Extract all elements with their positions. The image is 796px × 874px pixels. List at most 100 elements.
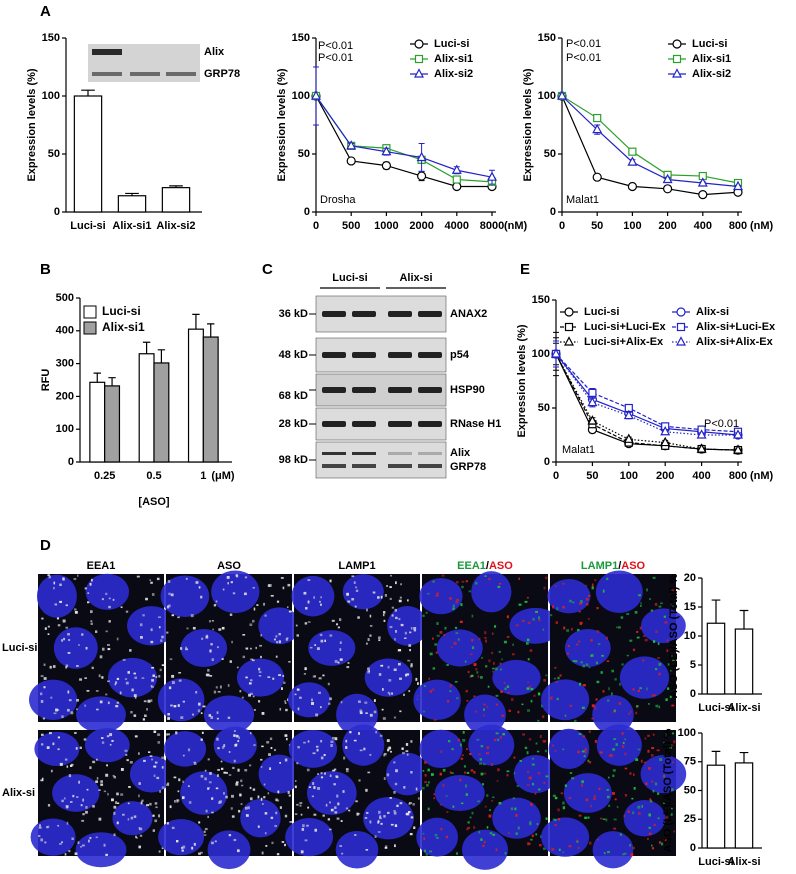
speckle [82,813,85,816]
speckle [533,694,536,697]
speckle [524,746,528,750]
speckle [532,617,535,621]
speckle [106,644,110,646]
legend-marker [564,336,574,346]
speckle [559,674,562,677]
speckle [398,599,402,603]
marker [551,348,561,358]
speckle [150,628,153,632]
speckle [280,687,283,690]
speckle [581,750,585,753]
speckle [135,835,137,839]
speckle [299,696,302,699]
series-line [315,95,493,183]
speckle [429,690,432,693]
speckle [287,790,290,794]
speckle [220,767,224,770]
nucleus [640,608,686,644]
nucleus [75,832,127,868]
speckle [662,774,665,778]
speckle [623,852,627,855]
speckle [181,796,185,800]
speckle [409,649,411,652]
speckle [657,657,661,659]
speckle [427,592,430,595]
speckle [353,581,356,584]
speckle [394,608,398,612]
speckle [482,783,485,786]
speckle [336,623,338,626]
speckle [284,702,287,704]
blot-protein: p54 [450,349,470,361]
speckle [354,834,357,836]
speckle [647,837,649,841]
speckle [267,584,271,587]
speckle [591,654,594,657]
speckle [652,789,655,793]
speckle [648,813,651,817]
speckle [40,675,44,677]
speckle [410,665,413,668]
annotation: Drosha [320,194,356,206]
speckle [495,694,499,697]
speckle [663,615,666,618]
speckle [169,658,173,661]
row-label: Luci-si [2,642,37,654]
band [418,464,442,468]
speckle [658,605,662,608]
band [388,387,412,393]
speckle [632,811,635,815]
speckle [285,708,288,712]
speckle [466,771,470,775]
speckle [100,783,104,786]
title-part: / [618,560,621,572]
speckle [167,605,169,608]
speckle [529,820,532,824]
legend-label: Luci-si [102,304,141,318]
y-axis-label: ASO (EE)/ASO (Total) % [668,574,680,699]
speckle [465,580,469,583]
annotation: Malat1 [566,194,599,206]
nucleus [258,607,301,645]
speckle [209,675,213,677]
bar [89,381,106,463]
y-tick-label: 50 [48,148,60,160]
speckle [107,680,110,683]
speckle [602,589,605,593]
speckle [43,677,47,680]
speckle [294,693,297,696]
speckle [133,714,137,717]
speckle [288,610,292,613]
title-part: EEA1 [87,560,116,572]
speckle [538,788,541,791]
speckle [204,828,208,831]
nucleus [419,578,463,615]
series-line [555,353,739,433]
speckle [455,581,459,584]
speckle [626,654,629,657]
speckle [427,781,430,784]
band [352,311,376,317]
speckle [607,850,610,854]
speckle [209,772,212,775]
speckle [257,825,260,828]
speckle [651,747,655,750]
speckle [158,850,161,853]
speckle [660,842,664,846]
blot-marker: 68 kD [279,390,308,402]
speckle [206,634,208,637]
speckle [161,766,164,769]
speckle [648,826,652,829]
bar [202,336,219,463]
speckle [276,600,280,603]
speckle [552,794,556,797]
speckle [545,775,549,778]
speckle [393,761,396,764]
speckle [40,838,44,842]
speckle [171,614,175,617]
speckle [652,694,656,697]
x-tick-label: 4000 [445,220,469,232]
speckle [602,818,606,821]
speckle [378,636,381,640]
speckle [284,843,286,847]
